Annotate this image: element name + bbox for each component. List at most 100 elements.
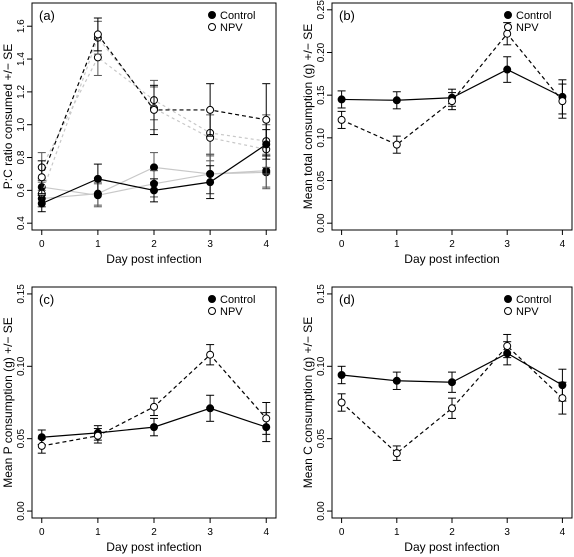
- npv-series-point: [93, 30, 102, 39]
- npv-series-point: [392, 140, 401, 149]
- npv-series-point: [150, 402, 158, 411]
- control-series-point: [503, 65, 512, 74]
- extra-series-point: [150, 163, 158, 172]
- npv-series-point: [262, 414, 271, 423]
- npv-series-line: [341, 345, 563, 454]
- control-series-point: [448, 378, 456, 387]
- x-axis-title: Day post infection: [106, 540, 201, 554]
- npv-series-point: [448, 404, 456, 413]
- legend-label: NPV: [516, 306, 539, 318]
- legend-marker: [208, 295, 216, 303]
- control-series-point: [150, 186, 158, 195]
- control-series-point: [150, 423, 158, 432]
- y-tick-label: 1.2: [16, 84, 27, 98]
- y-axis-title: Mean total consumption (g) +/− SE: [301, 24, 315, 209]
- y-tick-label: 0.10: [316, 356, 327, 376]
- y-tick-label: 0.15: [316, 284, 327, 304]
- x-tick-label: 0: [339, 239, 345, 250]
- y-tick-label: 0.00: [16, 501, 27, 521]
- npv-series-point: [558, 394, 567, 403]
- legend-label: NPV: [220, 306, 243, 318]
- panel-label: (c): [39, 292, 54, 307]
- x-tick-label: 1: [95, 527, 101, 538]
- y-tick-label: 0.00: [316, 213, 327, 233]
- npv-series-point: [150, 105, 158, 114]
- panel-label: (d): [339, 292, 355, 307]
- x-tick-label: 4: [263, 239, 269, 250]
- x-tick-label: 1: [394, 239, 400, 250]
- y-axis-title: P:C ratio consumed +/− SE: [1, 44, 15, 189]
- legend-marker: [504, 23, 512, 31]
- x-tick-label: 4: [263, 527, 269, 538]
- x-tick-label: 1: [95, 239, 101, 250]
- x-tick-label: 3: [207, 527, 213, 538]
- control-series-point: [337, 370, 346, 379]
- y-tick-label: 0.4: [16, 216, 27, 230]
- control-series-point: [206, 404, 215, 413]
- extra-series-line: [41, 36, 267, 194]
- legend-marker: [504, 307, 512, 315]
- y-tick-label: 0.15: [316, 85, 327, 105]
- npv-series-point: [37, 173, 46, 182]
- y-axis-title: Mean C consumption (g) +/− SE: [301, 317, 315, 488]
- legend-label: NPV: [220, 22, 243, 34]
- x-tick-label: 2: [151, 239, 157, 250]
- legend-marker: [208, 11, 216, 19]
- legend-label: Control: [516, 294, 551, 306]
- x-tick-label: 3: [504, 239, 510, 250]
- x-axis-title: Day post infection: [404, 540, 499, 554]
- control-series-point: [337, 95, 346, 104]
- npv-series-point: [262, 115, 271, 124]
- legend-label: Control: [220, 294, 255, 306]
- x-tick-label: 2: [151, 527, 157, 538]
- x-tick-label: 0: [39, 527, 45, 538]
- y-tick-label: 0.05: [316, 170, 327, 190]
- x-tick-label: 0: [339, 527, 345, 538]
- x-axis-title: Day post infection: [404, 252, 499, 266]
- x-axis-title: Day post infection: [106, 252, 201, 266]
- npv-series-point: [558, 97, 567, 106]
- y-tick-label: 0.15: [16, 284, 27, 304]
- y-tick-label: 0.20: [316, 42, 327, 62]
- y-tick-label: 0.05: [316, 429, 327, 449]
- extra-series-point: [93, 53, 102, 62]
- legend-marker: [504, 11, 512, 19]
- plot-frame: [331, 2, 573, 231]
- control-series-point: [392, 96, 401, 105]
- y-tick-label: 1.6: [16, 19, 27, 33]
- x-tick-label: 4: [560, 239, 566, 250]
- x-tick-label: 2: [449, 239, 455, 250]
- npv-series-point: [448, 97, 456, 106]
- control-series-point: [93, 174, 102, 183]
- y-tick-label: 0.6: [16, 183, 27, 197]
- control-series-point: [392, 376, 401, 385]
- panel-4: (d) 0.00 0.05 0.10 0.15 0 1 2 3 4 Day post infecti…: [301, 284, 573, 554]
- y-tick-label: 0.10: [16, 356, 27, 376]
- legend-marker: [208, 23, 216, 31]
- legend-marker: [504, 295, 512, 303]
- x-tick-label: 0: [39, 239, 45, 250]
- x-tick-label: 2: [449, 527, 455, 538]
- npv-series-point: [337, 115, 346, 124]
- panel-1: (a) 0.4 0.6 0.8 1.0 1.2 1.4 1.6 0 1 2 3 4 Day post in…: [1, 2, 277, 266]
- y-tick-label: 1.4: [16, 52, 27, 66]
- x-tick-label: 3: [504, 527, 510, 538]
- npv-series-point: [503, 29, 512, 38]
- panel-label: (b): [339, 8, 355, 23]
- x-tick-label: 4: [560, 527, 566, 538]
- panel-3: (c) 0.00 0.05 0.10 0.15 0 1 2 3 4 Day post infecti…: [1, 284, 277, 554]
- npv-series-point: [337, 398, 346, 407]
- y-tick-label: 0.00: [316, 501, 327, 521]
- panel-label: (a): [39, 8, 55, 23]
- control-series-point: [206, 178, 215, 187]
- npv-series-point: [93, 431, 102, 440]
- x-tick-label: 3: [207, 239, 213, 250]
- npv-series-point: [503, 342, 512, 351]
- npv-series-point: [206, 105, 215, 114]
- panel-2: (b) 0.00 0.05 0.10 0.15 0.20 0.25 0 1 2 3 4 Day post…: [301, 0, 573, 266]
- y-tick-label: 0.25: [316, 0, 327, 20]
- npv-series-point: [37, 441, 46, 450]
- y-tick-label: 1.0: [16, 117, 27, 131]
- y-axis-title: Mean P consumption (g) +/− SE: [1, 317, 15, 488]
